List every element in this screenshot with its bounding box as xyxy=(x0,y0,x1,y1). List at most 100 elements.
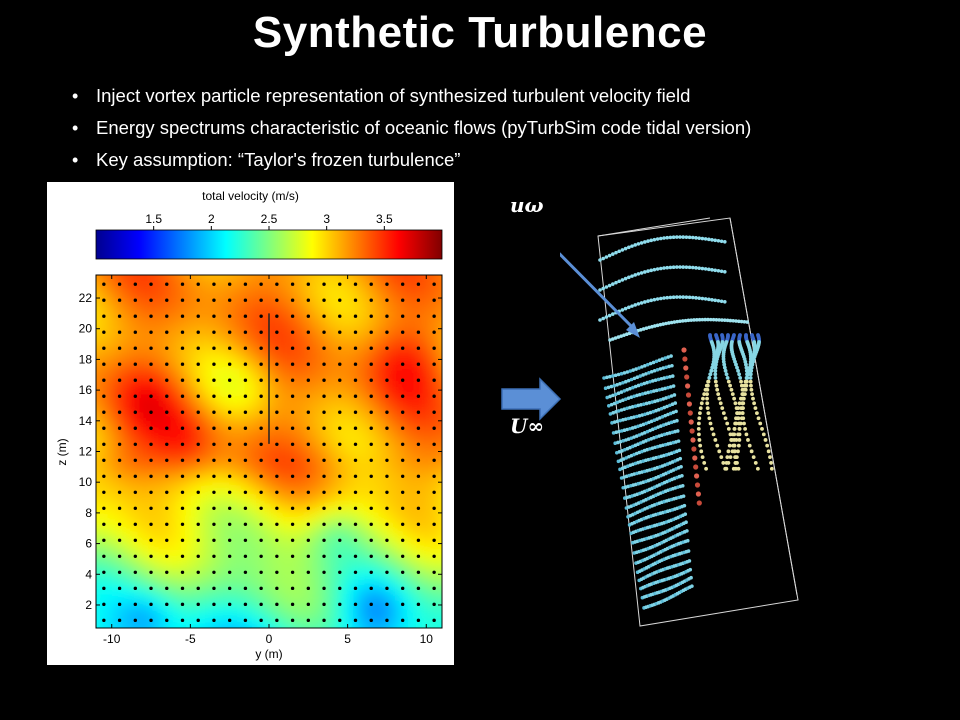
vortex-particle xyxy=(723,416,728,421)
heat-cell xyxy=(220,402,233,415)
vortex-particle xyxy=(668,235,673,240)
vortex-particle xyxy=(610,374,615,378)
vortex-particle xyxy=(675,235,679,239)
heat-cell xyxy=(126,633,137,644)
measurement-point xyxy=(385,554,389,559)
vortex-particle xyxy=(611,431,616,435)
vortex-particle xyxy=(661,397,666,401)
heat-cell xyxy=(296,596,308,608)
heat-cell xyxy=(135,605,148,617)
colorbar-tick-label: 3 xyxy=(323,212,330,226)
heat-cell xyxy=(192,393,204,405)
heat-cell xyxy=(145,275,157,286)
heat-cell xyxy=(220,421,233,433)
vortex-particle xyxy=(660,387,665,391)
heat-cell xyxy=(201,393,214,405)
heat-cell xyxy=(324,384,337,396)
measurement-point xyxy=(290,282,295,286)
vortex-particle xyxy=(723,239,727,244)
measurement-point xyxy=(353,490,358,494)
vortex-particle xyxy=(714,383,719,388)
heat-cell xyxy=(117,448,129,461)
vortex-particle xyxy=(622,371,627,375)
vortex-particle xyxy=(691,295,695,300)
vortex-particle xyxy=(721,359,726,364)
heat-cell xyxy=(220,384,233,396)
measurement-point xyxy=(117,282,122,286)
heat-cell xyxy=(315,458,327,470)
vortex-particle xyxy=(643,240,647,244)
vortex-particle xyxy=(687,235,692,240)
heat-cell xyxy=(315,559,327,571)
heat-cell xyxy=(98,559,110,571)
heat-cell xyxy=(239,577,252,590)
vortex-particle xyxy=(670,402,675,407)
heat-cell xyxy=(286,338,299,350)
measurement-point xyxy=(243,410,248,414)
measurement-point xyxy=(416,298,421,302)
vortex-particle xyxy=(753,461,758,465)
measurement-point xyxy=(416,362,421,366)
vortex-particle xyxy=(617,429,621,434)
heat-cell xyxy=(334,513,346,525)
heat-cell xyxy=(371,393,384,405)
heat-cell xyxy=(371,356,384,369)
measurement-point xyxy=(133,474,138,478)
heat-cell xyxy=(362,283,374,295)
vortex-particle xyxy=(633,404,638,408)
heat-cell xyxy=(334,467,346,479)
vortex-particle xyxy=(697,296,701,300)
vortex-particle xyxy=(697,438,702,442)
heat-cell xyxy=(249,531,261,544)
heat-cell xyxy=(409,292,421,304)
vortex-particle xyxy=(643,412,647,417)
heat-cell xyxy=(277,329,289,341)
heat-cell xyxy=(390,541,403,553)
heat-cell xyxy=(220,375,233,387)
vortex-particle xyxy=(729,387,734,392)
measurement-point xyxy=(306,618,311,623)
heat-cell xyxy=(201,577,214,590)
measurement-point xyxy=(259,378,263,382)
vortex-particle xyxy=(727,443,732,448)
heat-cell xyxy=(447,615,454,626)
heat-cell xyxy=(173,467,186,479)
vortex-particle xyxy=(732,438,737,442)
heat-cell xyxy=(98,522,110,534)
vortex-particle xyxy=(726,426,731,431)
heat-cell xyxy=(173,384,186,396)
heat-cell xyxy=(277,587,289,599)
heat-cell xyxy=(352,347,365,359)
measurement-point xyxy=(133,282,138,286)
heat-cell xyxy=(315,292,327,304)
vortex-particle xyxy=(626,396,631,400)
vortex-particle xyxy=(665,404,669,409)
heat-cell xyxy=(135,596,148,608)
heat-cell xyxy=(126,476,138,488)
heat-cell xyxy=(220,439,233,451)
vortex-particle xyxy=(720,318,724,322)
measurement-point xyxy=(149,570,153,575)
heat-cell xyxy=(324,577,337,590)
measurement-point xyxy=(416,330,421,334)
heat-cell xyxy=(352,439,365,451)
heat-cell xyxy=(409,320,421,332)
measurement-point xyxy=(338,522,342,526)
heat-cell xyxy=(409,541,421,553)
heat-cell xyxy=(117,402,129,415)
heat-cell xyxy=(268,596,280,608)
vortex-particle xyxy=(613,373,618,378)
measurement-point xyxy=(322,426,326,430)
heat-cell xyxy=(371,320,384,332)
measurement-point xyxy=(353,618,358,623)
vortex-particle xyxy=(713,238,717,243)
heat-cell xyxy=(277,292,289,304)
vortex-particle xyxy=(609,384,614,389)
heat-cell xyxy=(343,421,355,433)
vortex-particle xyxy=(647,325,651,330)
heat-cell xyxy=(135,568,148,580)
heat-cell xyxy=(268,467,280,479)
measurement-point xyxy=(275,458,279,462)
measurement-point xyxy=(353,426,358,430)
heat-cell xyxy=(362,485,374,498)
